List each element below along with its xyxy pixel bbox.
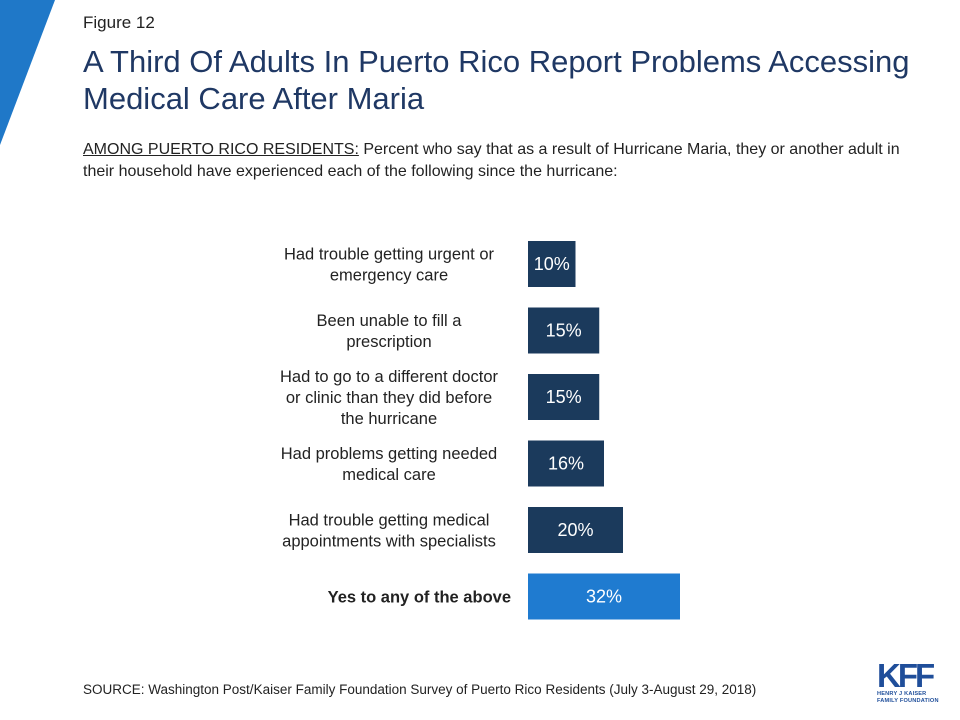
category-label-5: Yes to any of the above	[328, 589, 511, 607]
category-label-4: Had trouble getting medical appointments …	[282, 512, 496, 551]
source-note: SOURCE: Washington Post/Kaiser Family Fo…	[83, 682, 757, 697]
category-label-line: Had trouble getting medical	[289, 512, 490, 530]
logo-word: KFF	[877, 657, 935, 694]
category-label-line: emergency care	[330, 267, 448, 285]
subtitle-text: Percent who say that as a result of Hurr…	[83, 141, 900, 180]
data-label-4: 20%	[557, 520, 593, 540]
bar-0	[528, 241, 576, 287]
category-label-2: Had to go to a different doctor or clinic…	[280, 368, 499, 428]
category-label-line: medical care	[342, 466, 436, 484]
logo-sub-line2: FAMILY FOUNDATION	[877, 698, 939, 704]
category-label-line: appointments with specialists	[282, 533, 496, 551]
subtitle-lead: AMONG PUERTO RICO RESIDENTS:	[83, 141, 359, 158]
category-label-line: the hurricane	[341, 410, 437, 428]
category-label-line: or clinic than they did before	[286, 389, 492, 407]
category-label-1: Been unable to fill a prescription	[317, 312, 463, 351]
data-label-2: 15%	[546, 387, 582, 407]
category-label-3: Had problems getting needed medical care	[281, 445, 497, 484]
data-label-0: 10%	[534, 254, 570, 274]
data-label-1: 15%	[546, 321, 582, 341]
corner-accent	[0, 0, 55, 145]
category-label-line: Had trouble getting urgent or	[284, 246, 495, 264]
bar-2	[528, 374, 600, 420]
logo-sub-line1: HENRY J KAISER	[877, 691, 927, 697]
bar-1	[528, 307, 600, 354]
bar-3	[528, 440, 604, 487]
kff-logo: KFF HENRY J KAISER FAMILY FOUNDATION	[877, 657, 947, 705]
category-label-line: Had problems getting needed	[281, 445, 497, 463]
figure-label: Figure 12	[83, 13, 155, 32]
bar-5	[528, 573, 680, 620]
category-label-line: Yes to any of the above	[328, 589, 511, 607]
data-label-5: 32%	[586, 587, 622, 607]
data-label-3: 16%	[548, 454, 584, 474]
bar-4	[528, 507, 623, 553]
category-label-line: Been unable to fill a	[317, 312, 463, 330]
category-label-line: Had to go to a different doctor	[280, 368, 499, 386]
category-label-0: Had trouble getting urgent or emergency c…	[284, 246, 495, 285]
category-label-line: prescription	[346, 333, 431, 351]
chart-subtitle: AMONG PUERTO RICO RESIDENTS: Percent who…	[83, 139, 923, 183]
chart-title: A Third Of Adults In Puerto Rico Report …	[83, 44, 910, 116]
